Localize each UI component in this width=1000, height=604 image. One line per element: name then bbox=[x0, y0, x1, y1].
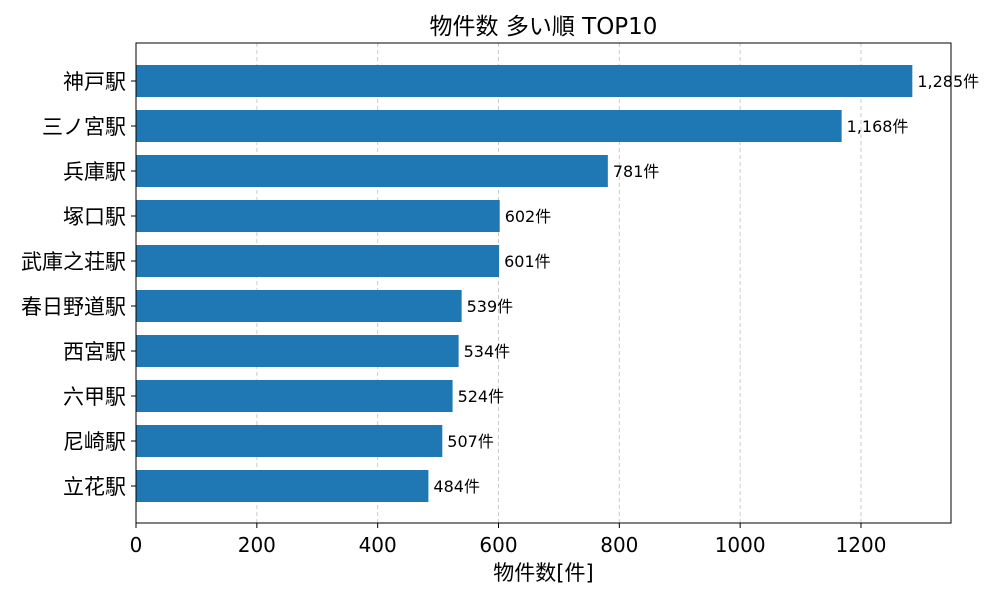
x-axis-label: 物件数[件] bbox=[493, 561, 593, 585]
bar-value-label: 601件 bbox=[504, 252, 551, 271]
bar-value-label: 534件 bbox=[464, 342, 511, 361]
x-tick-layer: 0 200 400 600 800 1000 1200 bbox=[130, 523, 887, 557]
plot-frame bbox=[135, 42, 952, 524]
x-tick-label: 0 bbox=[130, 533, 143, 557]
bar bbox=[136, 200, 500, 232]
bar bbox=[136, 425, 443, 457]
bar-value-label: 524件 bbox=[458, 387, 505, 406]
bar bbox=[136, 65, 913, 97]
y-category-label: 武庫之荘駅 bbox=[21, 250, 126, 274]
x-tick-label: 800 bbox=[600, 533, 638, 557]
bar-value-label: 1,168件 bbox=[847, 117, 909, 136]
x-tick-label: 400 bbox=[359, 533, 397, 557]
y-category-label: 立花駅 bbox=[63, 475, 126, 499]
y-category-label: 神戸駅 bbox=[63, 70, 126, 94]
x-tick-label: 1000 bbox=[715, 533, 766, 557]
bar bbox=[136, 470, 429, 502]
bar bbox=[136, 245, 500, 277]
y-category-label: 尼崎駅 bbox=[63, 430, 126, 454]
bar bbox=[136, 380, 453, 412]
y-category-label: 塚口駅 bbox=[63, 205, 126, 229]
y-category-label: 春日野道駅 bbox=[21, 295, 126, 319]
x-tick-label: 200 bbox=[238, 533, 276, 557]
bar bbox=[136, 290, 462, 322]
bar-value-label: 507件 bbox=[447, 432, 494, 451]
bar-value-label: 1,285件 bbox=[917, 72, 979, 91]
y-category-label: 三ノ宮駅 bbox=[42, 115, 126, 139]
bar-value-label: 602件 bbox=[505, 207, 552, 226]
chart-title: 物件数 多い順 TOP10 bbox=[430, 14, 658, 40]
bar-value-label: 781件 bbox=[613, 162, 660, 181]
bar bbox=[136, 110, 842, 142]
bar-value-label: 539件 bbox=[467, 297, 514, 316]
bar-layer bbox=[136, 65, 913, 502]
x-tick-label: 600 bbox=[479, 533, 517, 557]
bar bbox=[136, 155, 608, 187]
y-category-label: 六甲駅 bbox=[63, 385, 126, 409]
y-category-label: 西宮駅 bbox=[63, 340, 126, 364]
bar bbox=[136, 335, 459, 367]
value-label-layer: 1,285件 1,168件 781件 602件 601件 539件 534件 524件 507件… bbox=[433, 72, 979, 496]
bar-value-label: 484件 bbox=[433, 477, 480, 496]
y-category-label: 兵庫駅 bbox=[63, 160, 126, 184]
x-tick-label: 1200 bbox=[836, 533, 887, 557]
